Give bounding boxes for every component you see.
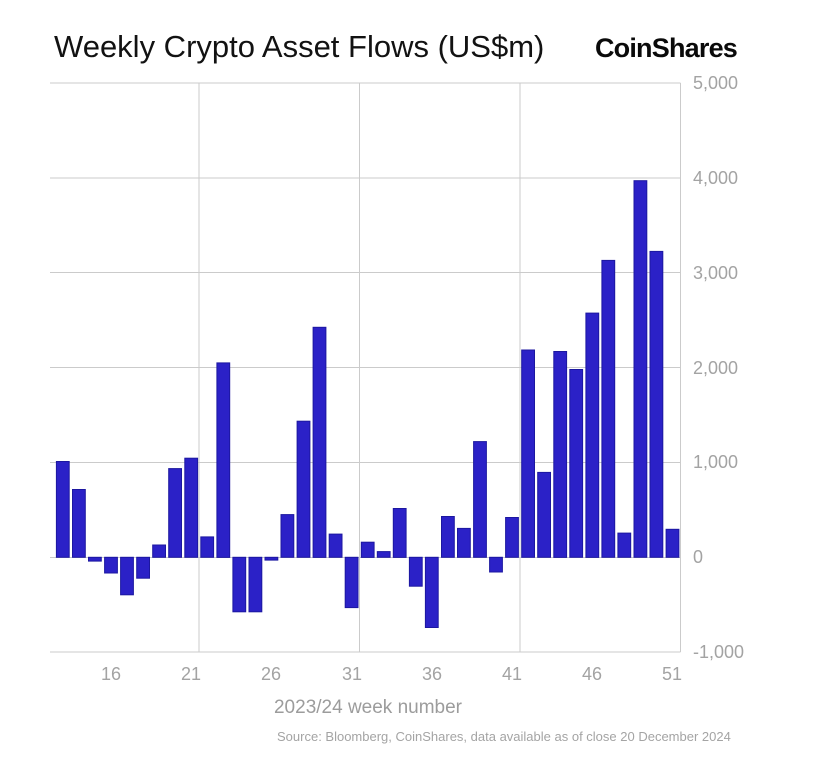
bar-week-18 <box>136 556 150 579</box>
bar-week-45 <box>569 369 584 558</box>
bar-week-38 <box>457 527 471 558</box>
x-tick-label: 51 <box>661 664 683 684</box>
bar-week-21 <box>184 457 199 558</box>
x-tick-label: 36 <box>421 664 443 684</box>
x-tick-label: 46 <box>581 664 603 684</box>
y-tick-label: 1,000 <box>693 452 739 472</box>
bar-week-32 <box>360 541 375 558</box>
x-tick-label: 41 <box>501 664 523 684</box>
bar-week-46 <box>585 312 600 558</box>
bar-week-48 <box>617 532 632 558</box>
bar-week-47 <box>601 259 616 558</box>
y-tick-label: 4,000 <box>693 168 739 188</box>
bar-week-28 <box>296 420 311 558</box>
bar-week-40 <box>489 556 503 573</box>
bar-week-35 <box>408 556 423 587</box>
bar-week-24 <box>232 556 247 613</box>
bar-week-22 <box>200 536 215 558</box>
bar-week-17 <box>120 556 134 596</box>
bar-week-27 <box>280 514 295 558</box>
chart-title: Weekly Crypto Asset Flows (US$m) <box>54 29 545 64</box>
bar-week-33 <box>376 551 391 558</box>
y-tick-label: 2,000 <box>693 358 739 378</box>
x-tick-label: 21 <box>180 664 202 684</box>
bar-week-36 <box>424 556 439 628</box>
bar-week-23 <box>216 362 231 558</box>
y-tick-label: 0 <box>693 547 704 567</box>
y-tick-label: 3,000 <box>693 263 739 283</box>
bar-week-15 <box>88 556 102 562</box>
source-note: Source: Bloomberg, CoinShares, data avai… <box>277 729 731 744</box>
coinshares-logo: CoinShares <box>594 33 738 63</box>
bar-week-49 <box>633 180 648 558</box>
bar-week-31 <box>344 556 359 609</box>
bar-week-41 <box>505 517 519 558</box>
bar-week-37 <box>441 516 455 558</box>
bar-week-34 <box>392 508 407 558</box>
bar-week-43 <box>537 471 552 558</box>
bar-week-19 <box>152 544 166 558</box>
x-axis-title: 2023/24 week number <box>273 697 463 718</box>
bar-week-25 <box>248 556 263 613</box>
y-tick-label: -1,000 <box>693 642 745 662</box>
bar-week-13 <box>55 461 70 558</box>
bar-week-51 <box>665 528 680 558</box>
bar-week-42 <box>521 349 536 558</box>
x-tick-label: 16 <box>100 664 122 684</box>
bar-week-30 <box>328 533 343 558</box>
bar-week-26 <box>264 556 279 561</box>
x-tick-label: 26 <box>260 664 282 684</box>
bar-week-44 <box>553 351 568 558</box>
y-tick-label: 5,000 <box>693 73 739 93</box>
bar-week-14 <box>72 489 86 558</box>
bar-week-29 <box>312 326 327 558</box>
bar-week-39 <box>473 441 487 558</box>
bar-week-20 <box>168 468 182 558</box>
bar-week-16 <box>104 556 118 574</box>
bar-week-50 <box>649 250 664 558</box>
x-tick-label: 31 <box>341 664 363 684</box>
